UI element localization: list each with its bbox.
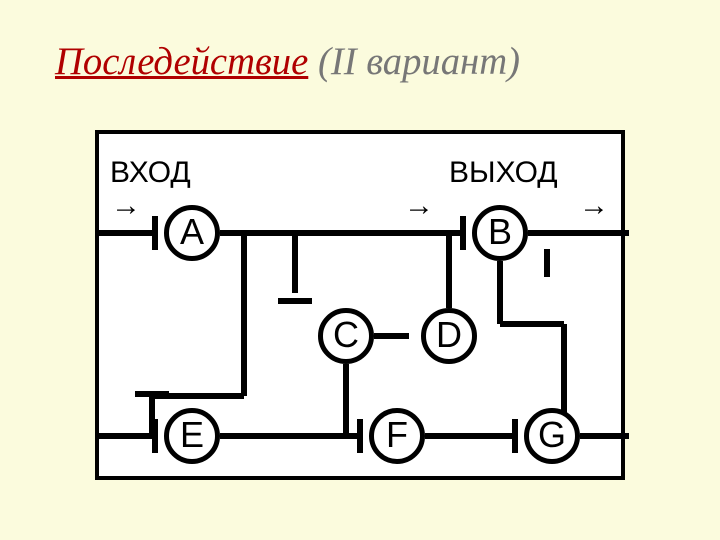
- node-e: E: [164, 408, 220, 464]
- label-output: ВЫХОД: [449, 156, 558, 190]
- arrow-out: →: [579, 191, 609, 221]
- wire: [446, 233, 452, 308]
- wire: [292, 233, 298, 293]
- wire: [343, 364, 349, 436]
- wire: [500, 321, 564, 327]
- node-g: G: [524, 408, 580, 464]
- arrow-in: →: [111, 191, 141, 221]
- wire: [99, 433, 152, 439]
- node-c: C: [318, 308, 374, 364]
- terminal-bar: [544, 249, 550, 277]
- title-paren: (II вариант): [308, 41, 520, 83]
- slide-title: Последействие (II вариант): [55, 40, 520, 84]
- wire: [99, 230, 152, 236]
- wire: [241, 233, 247, 396]
- slide: Последействие (II вариант) ВХОД ВЫХОД → …: [0, 0, 720, 540]
- node-f: F: [369, 408, 425, 464]
- wire: [528, 230, 629, 236]
- wire: [220, 230, 460, 236]
- node-d: D: [421, 308, 477, 364]
- label-input: ВХОД: [110, 156, 191, 190]
- wire: [374, 333, 409, 339]
- arrow-gate-b: →: [404, 191, 434, 221]
- wire: [220, 433, 357, 439]
- wire: [425, 433, 512, 439]
- node-b: B: [472, 205, 528, 261]
- wire: [497, 261, 503, 324]
- title-main: Последействие: [55, 41, 308, 83]
- wire: [580, 433, 629, 439]
- terminal-bar: [135, 391, 169, 397]
- node-a: A: [164, 205, 220, 261]
- wire: [561, 324, 567, 416]
- terminal-bar: [278, 298, 312, 304]
- diagram: ВХОД ВЫХОД → → → A B C D E F G: [95, 130, 625, 480]
